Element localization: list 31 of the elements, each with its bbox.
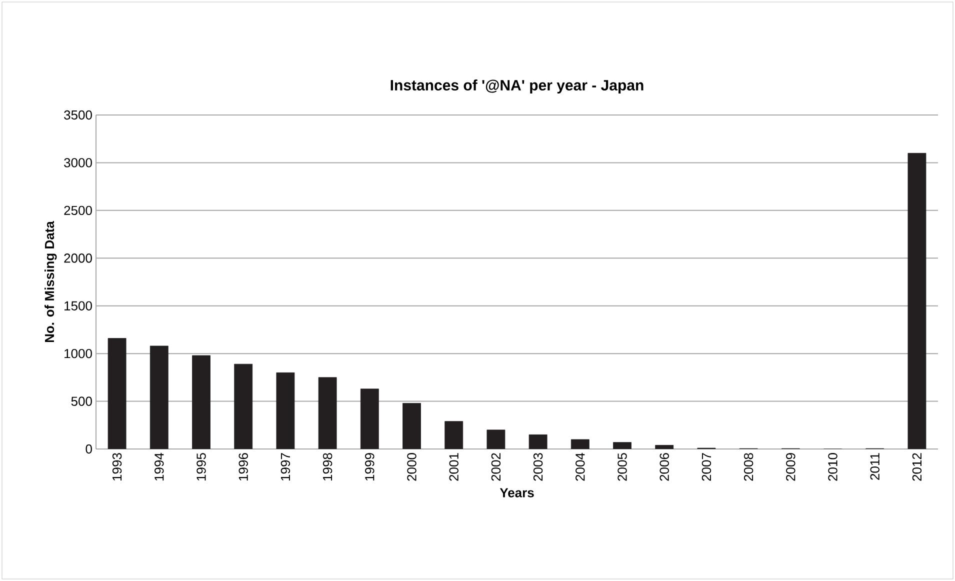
x-tick-label: 2007	[702, 453, 712, 481]
x-tick-label: 2010	[828, 453, 838, 481]
x-tick-label: 1993	[112, 453, 122, 480]
y-tick-label: 2500	[64, 206, 92, 216]
y-tick-label: 0	[86, 444, 92, 454]
x-tick-label: 2001	[449, 453, 458, 481]
x-tick-label: 2006	[660, 453, 669, 481]
x-tick-label: 1999	[365, 453, 374, 480]
x-tick-label: 2011	[870, 453, 880, 480]
y-tick-label: 1000	[64, 348, 92, 358]
x-tick-label: 1997	[280, 453, 290, 480]
x-tick-label: 2009	[786, 453, 796, 481]
x-axis-title: Years	[500, 488, 534, 498]
x-tick-label: 2008	[744, 453, 754, 481]
x-tick-label: 1996	[238, 453, 248, 480]
x-tick-label: 2005	[618, 453, 627, 481]
y-tick-label: 3000	[64, 158, 92, 168]
y-axis-title: No. of Missing Data	[44, 221, 57, 342]
x-tick-label: 1998	[322, 453, 332, 480]
x-tick-label: 1995	[196, 453, 206, 480]
y-tick-label: 500	[71, 396, 92, 406]
x-tick-label: 2002	[491, 453, 501, 481]
y-tick-label: 3500	[64, 110, 92, 120]
x-tick-label: 2012	[912, 453, 922, 481]
y-tick-label: 2000	[64, 254, 92, 263]
y-tick-label: 1500	[64, 301, 92, 310]
x-tick-label: 2000	[407, 453, 416, 481]
x-tick-label: 1994	[154, 452, 164, 480]
x-tick-label: 2003	[533, 453, 543, 481]
chart-title: Instances of '@NA' per year - Japan	[390, 80, 644, 94]
x-tick-label: 2004	[576, 452, 585, 481]
